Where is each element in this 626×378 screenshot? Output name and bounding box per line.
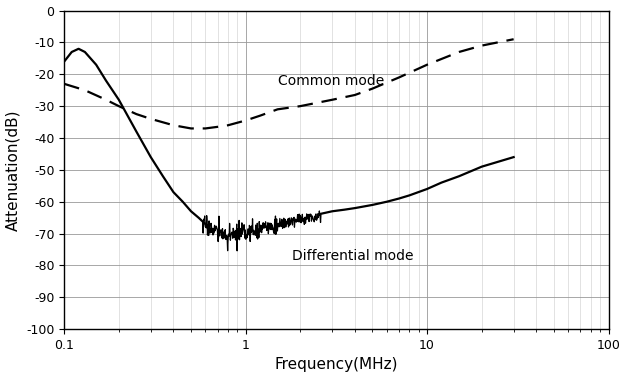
Text: Differential mode: Differential mode — [292, 249, 413, 263]
Y-axis label: Attenuation(dB): Attenuation(dB) — [6, 109, 21, 231]
Text: Common mode: Common mode — [277, 74, 384, 88]
X-axis label: Frequency(MHz): Frequency(MHz) — [275, 358, 398, 372]
